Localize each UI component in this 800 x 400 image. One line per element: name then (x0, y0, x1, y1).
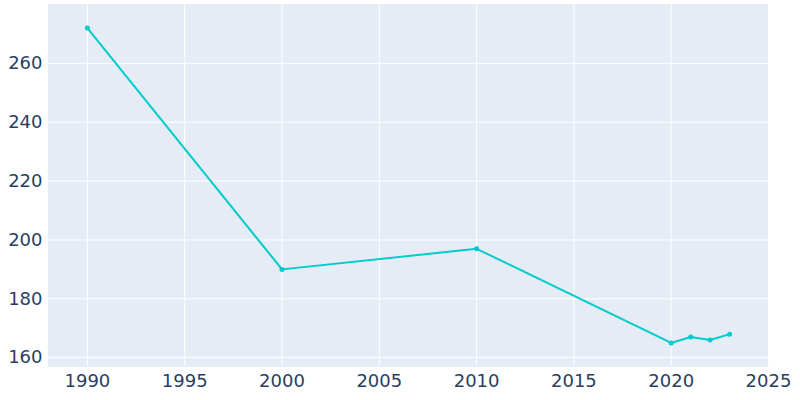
svg-text:2020: 2020 (648, 370, 694, 391)
svg-text:2000: 2000 (259, 370, 305, 391)
svg-text:160: 160 (8, 346, 42, 367)
svg-text:200: 200 (8, 229, 42, 250)
svg-text:1995: 1995 (162, 370, 208, 391)
svg-text:1990: 1990 (65, 370, 111, 391)
svg-text:2025: 2025 (746, 370, 792, 391)
svg-text:2015: 2015 (551, 370, 597, 391)
svg-text:220: 220 (8, 170, 42, 191)
svg-text:2005: 2005 (356, 370, 402, 391)
svg-text:240: 240 (8, 111, 42, 132)
svg-text:2010: 2010 (454, 370, 500, 391)
svg-text:180: 180 (8, 288, 42, 309)
svg-text:260: 260 (8, 52, 42, 73)
